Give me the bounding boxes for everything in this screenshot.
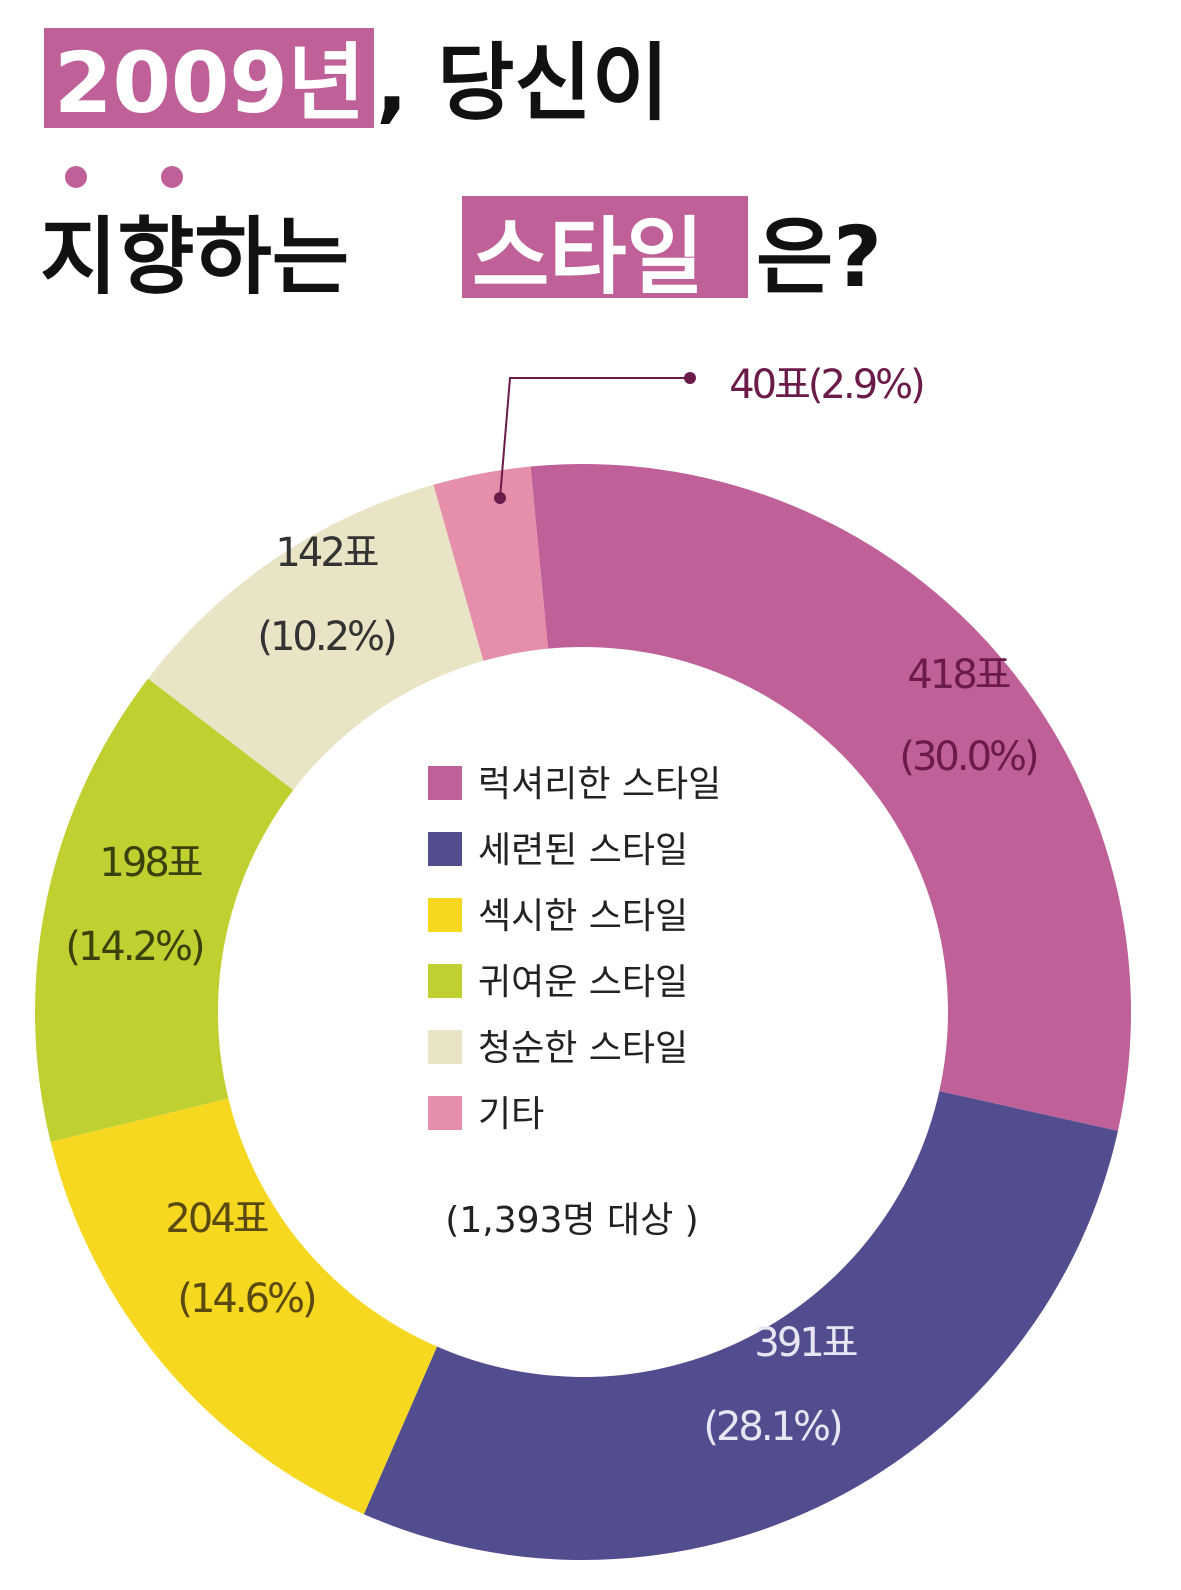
total-respondents: (1,393명 대상 ) — [445, 1200, 698, 1241]
slice-pure — [148, 484, 484, 790]
legend-label: 섹시한 스타일 — [478, 896, 688, 937]
title-highlight-box-1 — [44, 28, 374, 128]
legend-swatch — [428, 1096, 462, 1130]
legend-label: 기타 — [478, 1094, 544, 1135]
legend-swatch — [428, 1030, 462, 1064]
callout-dot — [684, 372, 696, 384]
legend-label: 세련된 스타일 — [478, 830, 688, 871]
callout-dot — [494, 492, 506, 504]
emphasis-dot — [161, 166, 183, 188]
slice-label-pure-pct: (10.2%) — [257, 614, 395, 660]
legend-swatch — [428, 766, 462, 800]
callout-leader-line — [499, 377, 690, 499]
title-line2-suffix: 은? — [756, 208, 882, 306]
slice-luxury — [530, 464, 1131, 1131]
slice-label-cute-pct: (14.2%) — [65, 924, 203, 970]
legend-label: 청순한 스타일 — [478, 1028, 688, 1069]
title-highlight-box-2 — [462, 196, 748, 298]
legend-swatch — [428, 898, 462, 932]
slice-cute — [35, 678, 294, 1142]
title-highlight-style: 스타일 — [472, 208, 704, 306]
slice-label-refined-pct: (28.1%) — [703, 1404, 841, 1450]
legend-swatch — [428, 964, 462, 998]
slice-label-refined-votes: 391표 — [754, 1320, 856, 1366]
legend-label: 럭셔리한 스타일 — [478, 764, 721, 805]
slice-label-sexy-pct: (14.6%) — [177, 1276, 315, 1322]
emphasis-dot — [65, 166, 87, 188]
slice-label-cute-votes: 198표 — [99, 840, 201, 886]
slice-label-pure-votes: 142표 — [275, 530, 377, 576]
slice-sexy — [50, 1098, 438, 1515]
legend-swatch — [428, 832, 462, 866]
donut-chart — [35, 464, 1131, 1560]
legend-label: 귀여운 스타일 — [478, 962, 688, 1003]
slice-label-luxury-pct: (30.0%) — [899, 734, 1037, 780]
slice-refined — [363, 1091, 1118, 1560]
title-highlight-year: 2009년 — [54, 34, 365, 132]
slice-label-sexy-votes: 204표 — [165, 1196, 267, 1242]
title-line2-prefix: 지향하는 — [40, 208, 349, 306]
slice-label-luxury-votes: 418표 — [907, 652, 1009, 698]
title-line1-rest: , 당신이 — [376, 34, 669, 132]
slice-other — [433, 466, 549, 661]
slice-label-other: 40표(2.9%) — [729, 362, 923, 408]
